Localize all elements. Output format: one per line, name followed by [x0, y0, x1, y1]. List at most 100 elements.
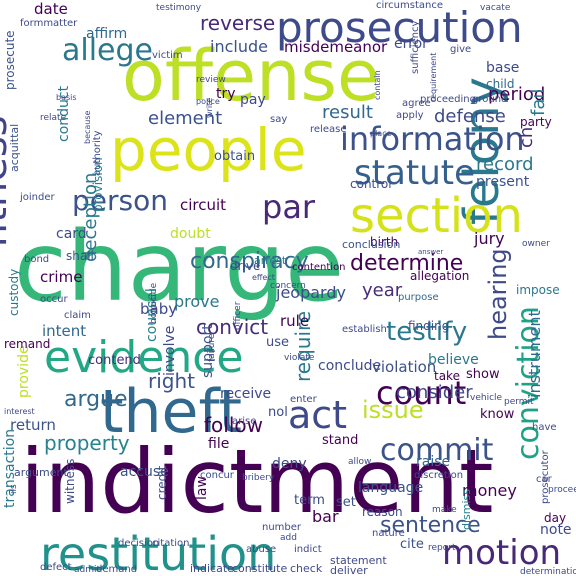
word-police: police [196, 97, 220, 106]
word-requirement: requirement [429, 53, 438, 102]
word-check: check [290, 562, 323, 575]
word-deny: deny [272, 456, 307, 472]
word-contain: contain [373, 70, 382, 100]
word-bar: bar [312, 507, 339, 526]
word-act: act [288, 393, 347, 437]
word-jury: jury [473, 229, 505, 248]
word-reason: reason [362, 505, 403, 519]
word-intent: intent [42, 322, 86, 340]
word-charge: charge [14, 211, 344, 323]
word-jeopardy: jeopardy [275, 283, 346, 302]
word-concur: concur [200, 470, 235, 481]
word-release: release [310, 124, 346, 135]
word-place: place [370, 129, 392, 138]
word-year: year [362, 280, 403, 301]
word-acquittal: acquittal [8, 124, 21, 172]
word-owner: owner [522, 239, 550, 249]
word-decision: decision [118, 538, 159, 549]
word-reverse: reverse [200, 11, 275, 35]
word-instrument: instrument [525, 310, 544, 398]
word-information: information [340, 120, 525, 158]
word-bond: bond [24, 254, 49, 265]
word-interest: interest [4, 407, 35, 416]
word-determine: determine [350, 251, 463, 276]
word-demand: demand [96, 564, 137, 575]
word-indict: indict [294, 544, 322, 555]
word-use: use [266, 335, 289, 350]
word-accuse: accuse [120, 464, 169, 480]
word-fitness: fitness [0, 115, 16, 248]
word-testimony: testimony [156, 3, 202, 13]
word-deliver: deliver [330, 564, 368, 576]
word-witness: witness [63, 459, 77, 504]
word-concern: concern [270, 281, 306, 291]
word-stand: stand [322, 433, 358, 448]
word-fail: fail [528, 89, 549, 116]
word-violation: violation [372, 358, 436, 376]
word-discretion: discretion [414, 470, 463, 481]
word-cite: cite [400, 537, 424, 552]
word-sentence: sentence [380, 513, 481, 538]
word-dismiss: dismiss [460, 489, 473, 530]
word-show: show [466, 367, 500, 382]
word-add: add [280, 533, 297, 543]
word-day: day [544, 511, 566, 525]
word-conspiracy: conspiracy [190, 249, 309, 274]
word-remand: remand [4, 337, 50, 351]
word-admit: admit [74, 565, 100, 575]
word-conclusion: conclusion [342, 238, 400, 251]
word-section: section [350, 188, 523, 244]
word-rule: rule [280, 312, 309, 330]
word-prosecute: prosecute [3, 30, 17, 90]
word-argument: argument [14, 466, 68, 479]
word-indictment: indictment [20, 430, 494, 533]
word-contend: contend [88, 353, 141, 368]
word-permit: permit [504, 397, 534, 407]
word-consider: consider [396, 382, 473, 403]
word-par: par [262, 188, 316, 226]
word-hearing: hearing [484, 248, 512, 340]
word-prove: prove [174, 292, 219, 311]
word-answer: answer [418, 248, 443, 256]
word-say: say [270, 114, 287, 125]
word-card: card [56, 226, 87, 242]
word-prosecutor: prosecutor [540, 449, 551, 504]
word-pay: pay [240, 92, 266, 108]
word-defect: defect [40, 562, 72, 573]
word-effect: effect [252, 273, 275, 282]
word-crime: crime [40, 268, 82, 286]
word-control: control [350, 177, 392, 191]
word-citation: citation [152, 538, 189, 549]
word-statement: statement [330, 554, 387, 567]
word-involve: involve [162, 326, 178, 376]
word-occur: occur [40, 294, 68, 305]
word-misdemeanor: misdemeanor [284, 38, 388, 56]
word-sufficiency: sufficiency [410, 21, 421, 74]
word-because: because [83, 110, 92, 144]
word-agree: agree [402, 98, 431, 109]
word-allege: allege [62, 33, 153, 68]
word-set: set [336, 495, 356, 510]
word-language: language [358, 480, 423, 496]
word-money: money [462, 481, 517, 500]
word-vacate: vacate [480, 3, 511, 13]
word-prosecution: prosecution [276, 3, 523, 52]
word-authority: authority [92, 130, 103, 176]
word-homicide: homicide [149, 282, 159, 324]
word-give: give [450, 44, 471, 55]
word-proceeding: proceeding [420, 94, 476, 105]
word-credit: credit [155, 465, 169, 500]
word-evidence: evidence [44, 332, 243, 383]
word-basis: basis [56, 93, 77, 102]
word-felony: felony [454, 77, 510, 225]
word-nol: nol [268, 405, 288, 420]
word-counsel: counsel [144, 288, 160, 342]
word-convict: convict [196, 315, 268, 339]
word-ch: ch [516, 127, 537, 148]
word-count: count [376, 374, 466, 412]
word-raise: raise [416, 454, 450, 470]
word-include: include [210, 37, 268, 56]
word-birth: birth [370, 235, 398, 249]
word-deception: deception [80, 173, 101, 262]
